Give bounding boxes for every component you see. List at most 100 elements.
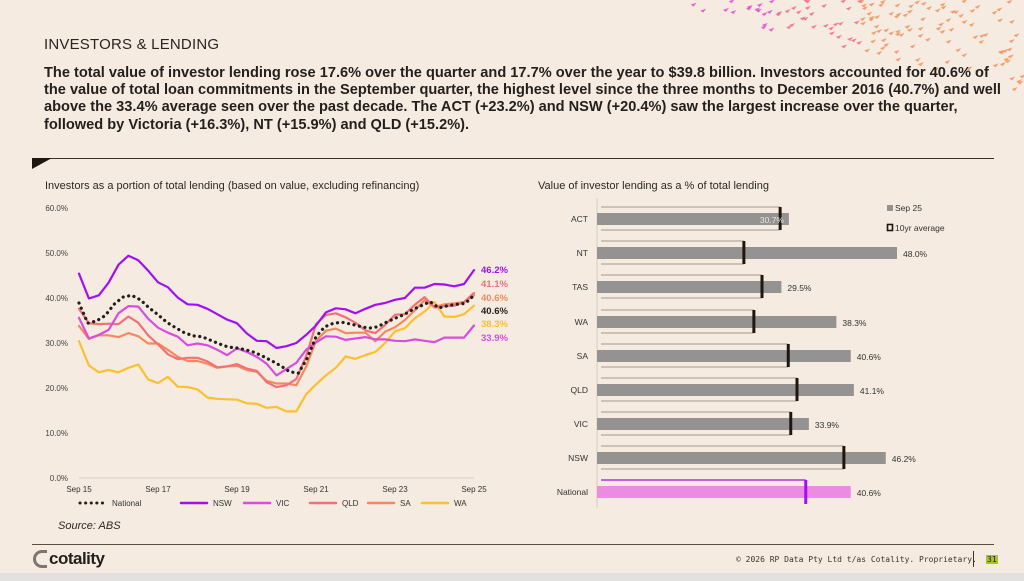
confetti-shape: [969, 8, 976, 13]
legend-label-sep25: Sep 25: [895, 203, 922, 213]
confetti-shape: [784, 9, 791, 14]
confetti-shape: [898, 32, 905, 37]
confetti-shape: [821, 3, 828, 8]
bar-value-label: 46.2%: [892, 454, 917, 464]
confetti-shape: [832, 22, 839, 27]
confetti-shape: [926, 6, 933, 11]
confetti-shape: [940, 5, 947, 10]
confetti-shape: [1006, 47, 1013, 52]
confetti-shape: [795, 10, 802, 15]
footer-divider: [32, 544, 994, 545]
confetti-shape: [841, 44, 848, 49]
section-title: INVESTORS & LENDING: [44, 36, 220, 53]
confetti-shape: [974, 68, 981, 73]
bar-value-label: 40.6%: [857, 488, 882, 498]
confetti-shape: [766, 9, 773, 14]
source-note: Source: ABS: [58, 520, 121, 532]
line-chart-title: Investors as a portion of total lending …: [45, 180, 420, 192]
bar-qld: [597, 384, 854, 396]
legend-label-sa: SA: [400, 499, 411, 508]
confetti-shape: [837, 21, 844, 26]
confetti-shape: [958, 13, 965, 18]
confetti-shape: [948, 27, 955, 32]
bar-value-label: 48.0%: [903, 249, 928, 259]
y-tick-label: 50.0%: [45, 249, 68, 258]
confetti-shape: [914, 0, 921, 5]
confetti-shape: [804, 0, 811, 4]
confetti-shape: [917, 26, 924, 31]
confetti-shape: [909, 44, 916, 49]
confetti-shape: [873, 24, 880, 29]
lead-paragraph: The total value of investor lending rose…: [44, 65, 1001, 133]
confetti-shape: [761, 12, 768, 17]
confetti-shape: [917, 62, 924, 67]
confetti-shape: [895, 57, 902, 62]
confetti-shape: [906, 9, 913, 14]
bar-vic: [597, 418, 809, 430]
end-label-national: 40.6%: [481, 306, 508, 317]
confetti-shape: [894, 3, 901, 8]
y-tick-label: 30.0%: [45, 339, 68, 348]
confetti-shape: [864, 48, 871, 53]
y-tick-label: 20.0%: [45, 384, 68, 393]
confetti-shape: [878, 3, 885, 8]
confetti-shape: [972, 34, 979, 39]
confetti-shape: [861, 6, 868, 11]
confetti-shape: [785, 25, 792, 30]
section-divider: [32, 158, 994, 159]
bar-sa: [597, 350, 851, 362]
bar-category-label: QLD: [571, 385, 588, 395]
confetti-shape: [932, 67, 939, 72]
confetti-shape: [835, 34, 842, 39]
confetti-shape: [979, 33, 986, 38]
avg-marker-tas: [760, 275, 764, 298]
confetti-shape: [945, 39, 952, 44]
confetti-shape: [879, 46, 886, 51]
confetti-shape: [803, 0, 808, 3]
avg-marker-nsw: [842, 446, 846, 469]
bar-value-label: 38.3%: [842, 318, 867, 328]
confetti-shape: [754, 7, 761, 12]
confetti-shape: [756, 3, 763, 8]
confetti-shape: [1009, 76, 1016, 81]
bar-value-label: 40.6%: [857, 352, 882, 362]
confetti-shape: [760, 25, 767, 30]
confetti-shape: [894, 29, 901, 34]
avg-marker-vic: [789, 412, 793, 435]
confetti-shape: [745, 6, 752, 11]
series-line-wa: [77, 300, 476, 413]
confetti-shape: [876, 28, 883, 33]
series-line-nsw: [77, 254, 476, 350]
bar-wa: [597, 316, 837, 328]
bar-nt: [597, 247, 897, 259]
divider-triangle-icon: [32, 158, 52, 169]
bar-category-label: NT: [577, 248, 588, 258]
legend-label-national: National: [112, 499, 142, 508]
x-tick-label: Sep 25: [461, 485, 487, 494]
y-tick-label: 60.0%: [45, 204, 68, 213]
avg-marker-act: [778, 207, 782, 230]
confetti-shape: [883, 28, 890, 33]
confetti-shape: [722, 7, 729, 12]
bar-category-label: National: [557, 487, 588, 497]
confetti-shape: [868, 15, 875, 20]
bar-value-label: 29.5%: [787, 283, 812, 293]
cotality-logo: cotality: [33, 549, 105, 569]
y-tick-label: 10.0%: [45, 429, 68, 438]
confetti-shape: [880, 38, 887, 43]
confetti-shape: [888, 11, 895, 16]
confetti-shape: [1007, 54, 1014, 59]
confetti-shape: [802, 16, 809, 21]
bar-national: [597, 486, 851, 498]
confetti-shape: [902, 13, 909, 18]
confetti-shape: [808, 11, 815, 16]
avg-marker-national: [804, 480, 808, 504]
confetti-shape: [961, 19, 968, 24]
confetti-shape: [870, 39, 877, 44]
end-label-wa: 38.3%: [481, 319, 508, 330]
y-tick-label: 0.0%: [50, 474, 68, 483]
confetti-shape: [914, 57, 921, 62]
confetti-shape: [789, 22, 796, 27]
confetti-shape: [920, 1, 927, 6]
legend-label-nsw: NSW: [213, 499, 232, 508]
